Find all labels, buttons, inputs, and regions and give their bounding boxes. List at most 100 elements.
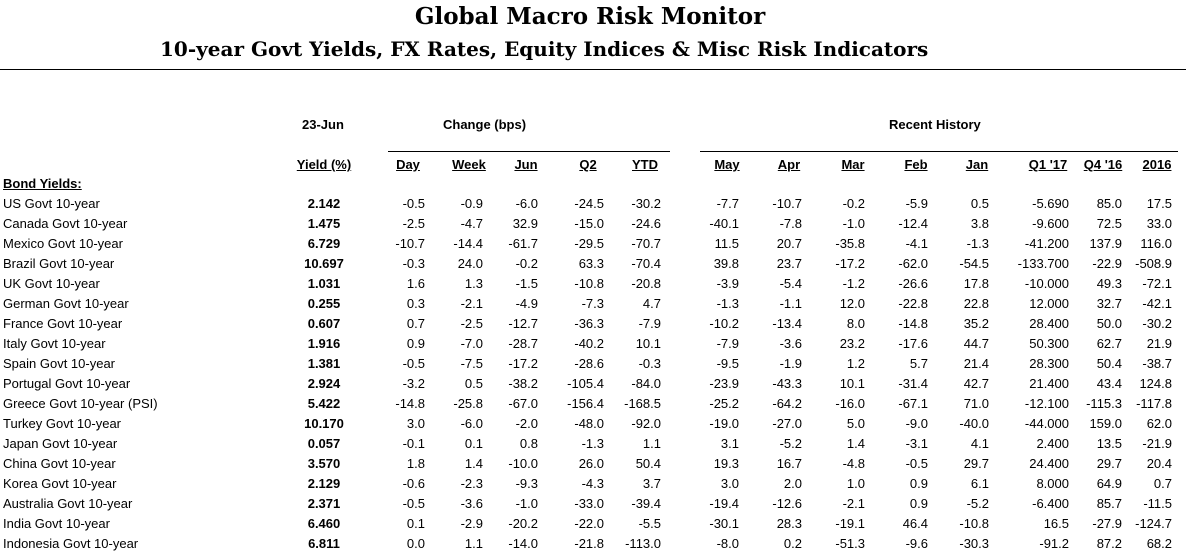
cell-may: -25.2	[709, 396, 739, 411]
cell-q2: -40.2	[574, 336, 604, 351]
cell-q2: -36.3	[574, 316, 604, 331]
cell-jan: -5.2	[966, 496, 989, 511]
cell-apr: -12.6	[772, 496, 802, 511]
row-label: Japan Govt 10-year	[3, 436, 118, 451]
cell-jan: 0.5	[970, 196, 989, 211]
cell-2016: -38.7	[1142, 356, 1172, 371]
cell-jan: 71.0	[963, 396, 989, 411]
column-header-mar: Mar	[841, 157, 865, 172]
cell-day: 0.0	[406, 536, 425, 551]
cell-jun: 32.9	[512, 216, 538, 231]
cell-ytd: -92.0	[631, 416, 661, 431]
cell-apr: -13.4	[772, 316, 802, 331]
cell-jan: 4.1	[970, 436, 989, 451]
row-label: France Govt 10-year	[3, 316, 123, 331]
cell-jun: 0.8	[519, 436, 538, 451]
cell-apr: -64.2	[772, 396, 802, 411]
cell-q2: -4.3	[581, 476, 604, 491]
cell-feb: 0.9	[909, 476, 928, 491]
cell-may: 11.5	[714, 236, 739, 251]
cell-week: -7.0	[460, 336, 483, 351]
cell-2016: 124.8	[1139, 376, 1172, 391]
column-header-may: May	[714, 157, 740, 172]
cell-2016: 17.5	[1146, 196, 1172, 211]
cell-jan: 44.7	[963, 336, 989, 351]
cell-may: -19.4	[709, 496, 739, 511]
cell-2016: 20.4	[1146, 456, 1172, 471]
cell-feb: -3.1	[905, 436, 928, 451]
column-header-q1-17: Q1 '17	[1028, 157, 1068, 172]
cell-jun: -17.2	[508, 356, 538, 371]
history-group-underline	[700, 151, 1178, 152]
row-label: Italy Govt 10-year	[3, 336, 106, 351]
cell-week: -4.7	[460, 216, 483, 231]
cell-week: -25.8	[453, 396, 483, 411]
cell-q1-17: 8.000	[1036, 476, 1069, 491]
cell-feb: -62.0	[898, 256, 928, 271]
row-label: Indonesia Govt 10-year	[3, 536, 139, 551]
cell-q4-16: 62.7	[1096, 336, 1122, 351]
cell-feb: 5.7	[909, 356, 928, 371]
cell-week: 1.3	[464, 276, 483, 291]
row-label: Korea Govt 10-year	[3, 476, 117, 491]
cell-q1-17: 16.5	[1043, 516, 1069, 531]
row-label: German Govt 10-year	[3, 296, 129, 311]
cell-mar: -16.0	[835, 396, 865, 411]
cell-q4-16: 85.7	[1096, 496, 1122, 511]
cell-q2: -29.5	[574, 236, 604, 251]
cell-ytd: -20.8	[631, 276, 661, 291]
cell-may: -1.3	[716, 296, 739, 311]
cell-may: -9.5	[716, 356, 739, 371]
cell-day: 1.6	[406, 276, 425, 291]
cell-q1-17: -5.690	[1032, 196, 1069, 211]
cell-week: -2.9	[460, 516, 483, 531]
cell-week: -6.0	[460, 416, 483, 431]
cell-yield: 3.570	[307, 456, 341, 471]
cell-q1-17: 50.300	[1029, 336, 1069, 351]
cell-feb: -67.1	[898, 396, 928, 411]
cell-jun: -9.3	[515, 476, 538, 491]
cell-apr: -10.7	[772, 196, 802, 211]
cell-ytd: -70.4	[631, 256, 661, 271]
cell-feb: -17.6	[898, 336, 928, 351]
cell-q4-16: 137.9	[1089, 236, 1122, 251]
cell-may: -10.2	[709, 316, 739, 331]
cell-week: 1.1	[464, 536, 483, 551]
cell-day: 0.9	[406, 336, 425, 351]
cell-day: 0.7	[406, 316, 425, 331]
cell-q2: -21.8	[574, 536, 604, 551]
cell-jun: -0.2	[515, 256, 538, 271]
row-label: Brazil Govt 10-year	[3, 256, 115, 271]
cell-week: 24.0	[457, 256, 483, 271]
cell-may: -40.1	[709, 216, 739, 231]
column-header-jun: Jun	[514, 157, 538, 172]
cell-jan: -40.0	[959, 416, 989, 431]
cell-feb: -9.0	[905, 416, 928, 431]
cell-jun: -10.0	[508, 456, 538, 471]
cell-day: -0.5	[402, 196, 425, 211]
cell-yield: 2.142	[307, 196, 341, 211]
cell-jun: -28.7	[508, 336, 538, 351]
cell-jun: -4.9	[515, 296, 538, 311]
cell-day: -0.1	[402, 436, 425, 451]
cell-may: 39.8	[713, 256, 739, 271]
cell-mar: -1.2	[842, 276, 865, 291]
cell-jan: 6.1	[970, 476, 989, 491]
cell-ytd: 1.1	[642, 436, 661, 451]
cell-2016: 21.9	[1146, 336, 1172, 351]
cell-2016: -30.2	[1142, 316, 1172, 331]
cell-feb: -5.9	[905, 196, 928, 211]
cell-mar: -17.2	[835, 256, 865, 271]
cell-yield: 1.381	[307, 356, 341, 371]
cell-day: 0.1	[406, 516, 425, 531]
cell-2016: -508.9	[1135, 256, 1172, 271]
cell-q1-17: -10.000	[1024, 276, 1069, 291]
cell-yield: 6.729	[307, 236, 341, 251]
column-header-2016: 2016	[1142, 157, 1172, 172]
cell-q4-16: 64.9	[1096, 476, 1122, 491]
cell-ytd: 50.4	[635, 456, 661, 471]
cell-day: -0.6	[402, 476, 425, 491]
cell-jun: -1.0	[515, 496, 538, 511]
cell-mar: 8.0	[846, 316, 865, 331]
cell-yield: 2.371	[307, 496, 341, 511]
